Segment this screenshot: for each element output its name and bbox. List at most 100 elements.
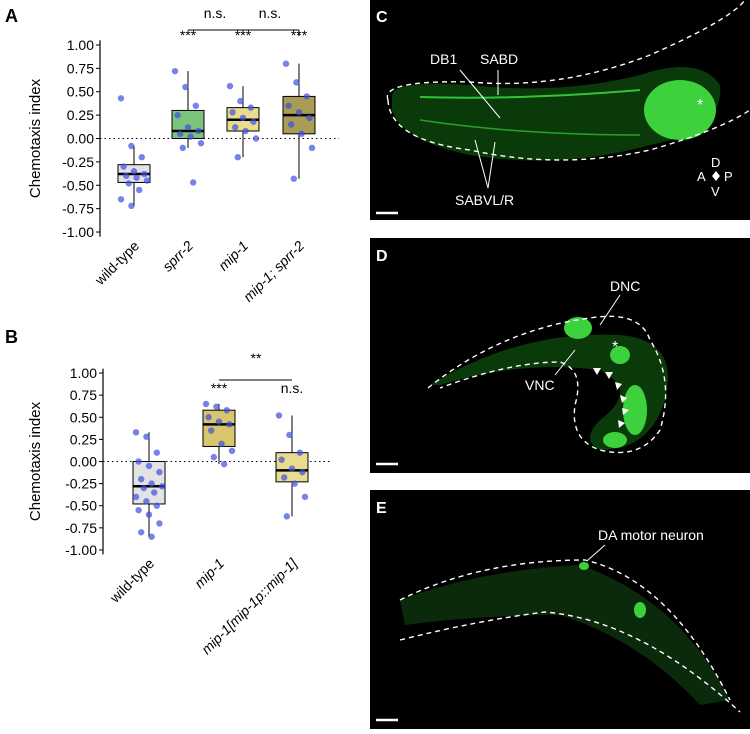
data-point	[205, 414, 212, 421]
annotation: n.s.	[204, 5, 227, 21]
data-point	[138, 154, 145, 161]
y-tick-label: -1.00	[62, 224, 94, 240]
data-point	[132, 493, 140, 501]
panel-e: E DA motor neuron	[370, 490, 750, 729]
data-point	[210, 453, 217, 461]
data-point	[156, 468, 163, 476]
data-point	[145, 511, 153, 518]
data-point	[242, 127, 249, 135]
y-tick-label: -1.00	[65, 542, 97, 558]
data-point	[281, 474, 288, 481]
y-tick-label: -0.75	[62, 201, 94, 217]
data-point	[232, 124, 239, 131]
data-point	[239, 114, 247, 122]
annotation: SABD	[480, 51, 518, 67]
data-point	[213, 403, 220, 410]
data-point	[221, 460, 228, 468]
y-tick-label: -0.50	[65, 498, 97, 514]
data-point	[228, 447, 236, 455]
data-point	[250, 118, 257, 125]
data-point	[177, 130, 184, 138]
annotation: ***	[235, 27, 252, 43]
data-point	[179, 144, 186, 152]
data-point	[208, 427, 215, 434]
annotation: DB1	[430, 51, 457, 67]
x-tick-label: wild-type	[106, 555, 157, 606]
data-point	[192, 102, 199, 109]
data-point	[218, 440, 225, 448]
data-point	[182, 83, 189, 91]
data-point	[301, 493, 309, 501]
data-point	[275, 412, 283, 419]
data-point	[158, 483, 166, 490]
data-point	[295, 109, 303, 116]
annotation: A	[697, 169, 706, 184]
data-point	[298, 130, 305, 138]
data-point	[120, 163, 127, 170]
annotation: *	[612, 339, 618, 356]
data-point	[174, 111, 181, 119]
panel-label: D	[376, 248, 388, 265]
data-point	[117, 95, 125, 102]
data-point	[247, 104, 254, 111]
data-point	[153, 502, 160, 509]
data-point	[184, 124, 192, 131]
annotation: ***	[291, 27, 308, 43]
data-point	[143, 433, 150, 440]
data-point	[138, 475, 145, 483]
y-tick-label: 0.75	[67, 60, 94, 76]
annotation: P	[724, 169, 733, 184]
panel-c: C DB1 SABD SABVL/R * D A P V	[370, 0, 750, 220]
data-point	[293, 79, 300, 86]
data-point	[141, 170, 148, 178]
data-point	[303, 93, 310, 100]
data-point	[234, 154, 241, 161]
data-point	[190, 179, 197, 186]
data-point	[283, 513, 290, 520]
y-tick-label: 0.25	[67, 107, 94, 123]
data-point	[197, 139, 205, 147]
data-point	[202, 400, 210, 408]
data-point	[288, 465, 296, 472]
y-tick-label: 0.50	[70, 409, 97, 425]
annotation: ***	[211, 380, 228, 396]
data-point	[223, 406, 230, 414]
annotation: ***	[180, 27, 197, 43]
data-point	[229, 109, 236, 116]
data-point	[143, 177, 151, 184]
y-tick-label: 0.25	[70, 431, 97, 447]
data-point	[151, 489, 158, 496]
panel-label: C	[376, 9, 388, 26]
data-point	[125, 180, 132, 187]
y-axis-label: Chemotaxis index	[27, 78, 44, 198]
panel-d: D DNC VNC *	[370, 238, 750, 473]
data-point	[136, 186, 143, 194]
annotation: DNC	[610, 278, 640, 294]
data-point	[128, 202, 135, 210]
box-chart: A Chemotaxis index -1.00 -0.75 -0.50 -0.25 0.0…	[5, 5, 339, 305]
annotation: SABVL/R	[455, 192, 514, 208]
data-point	[308, 144, 316, 152]
data-point	[145, 462, 153, 470]
data-point	[153, 449, 160, 456]
data-point	[148, 533, 155, 540]
data-point	[138, 529, 145, 536]
data-point	[299, 468, 306, 476]
y-axis-label: Chemotaxis index	[27, 401, 44, 521]
data-point	[133, 174, 140, 181]
annotation: DA motor neuron	[598, 527, 704, 543]
data-point	[132, 429, 140, 436]
data-point	[278, 456, 285, 463]
annotation: V	[711, 184, 720, 199]
panel-label: A	[5, 6, 18, 26]
data-point	[171, 67, 179, 75]
annotation: *	[697, 97, 703, 114]
data-point	[285, 102, 292, 109]
data-point	[306, 114, 313, 122]
data-point	[215, 418, 223, 425]
data-point	[143, 498, 150, 505]
data-point	[148, 480, 155, 487]
data-point	[291, 480, 298, 487]
data-point	[286, 431, 293, 439]
